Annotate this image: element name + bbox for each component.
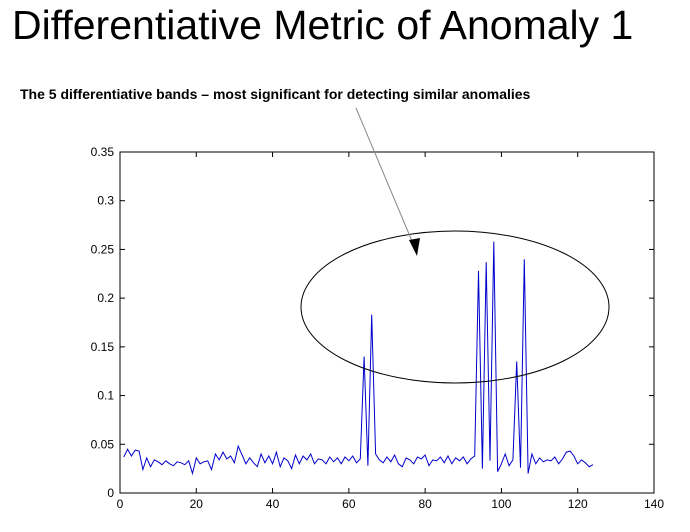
y-tick-label: 0.35 bbox=[91, 145, 115, 159]
plot-area bbox=[119, 151, 655, 494]
x-tick-label: 100 bbox=[491, 497, 511, 511]
y-tick-label: 0.1 bbox=[97, 389, 114, 403]
annotation-arrow-line bbox=[355, 107, 418, 254]
x-tick-label: 40 bbox=[266, 497, 280, 511]
annotation-arrowhead bbox=[409, 238, 420, 256]
page-title: Differentiative Metric of Anomaly 1 bbox=[12, 2, 634, 48]
y-tick-label: 0.05 bbox=[91, 437, 115, 451]
y-tick-label: 0 bbox=[107, 486, 114, 500]
y-axis: 0 0.05 0.1 0.15 0.2 0.25 0.3 0.35 bbox=[91, 145, 654, 500]
annotation-text: The 5 differentiative bands – most signi… bbox=[20, 86, 531, 102]
x-tick-label: 0 bbox=[117, 497, 124, 511]
x-tick-label: 60 bbox=[342, 497, 356, 511]
x-tick-label: 20 bbox=[190, 497, 204, 511]
x-tick-label: 80 bbox=[418, 497, 432, 511]
x-axis: 0 20 40 60 80 100 120 140 bbox=[117, 152, 664, 511]
y-tick-label: 0.15 bbox=[91, 340, 115, 354]
x-tick-label: 120 bbox=[568, 497, 588, 511]
y-tick-label: 0.25 bbox=[91, 242, 115, 256]
y-tick-label: 0.3 bbox=[97, 194, 114, 208]
annotation-ellipse bbox=[300, 230, 610, 384]
x-tick-label: 140 bbox=[644, 497, 664, 511]
y-tick-label: 0.2 bbox=[97, 291, 114, 305]
series-line bbox=[123, 241, 594, 476]
